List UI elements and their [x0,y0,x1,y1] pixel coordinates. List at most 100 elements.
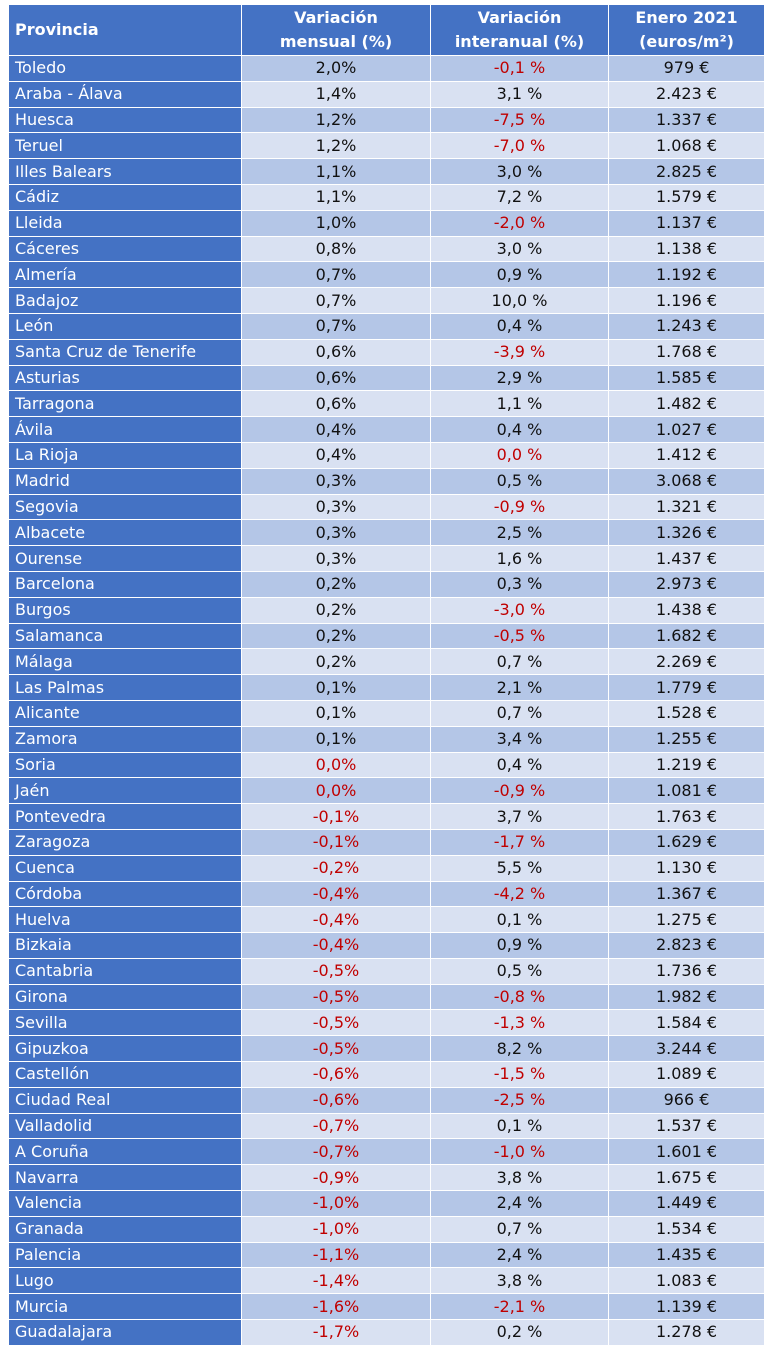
cell-precio: 1.068 € [608,132,765,160]
cell-precio: 1.139 € [608,1293,765,1321]
table-row: Valencia -1,0% 2,4 % 1.449 € [8,1190,765,1217]
cell-variacion-interanual: -0,8 % [430,983,609,1011]
cell-provincia: Segovia [8,493,242,521]
cell-provincia: Toledo [8,55,242,82]
cell-precio: 1.584 € [608,1009,765,1037]
cell-variacion-interanual: 1,1 % [430,390,609,418]
cell-precio: 1.081 € [608,777,765,805]
cell-variacion-interanual: -1,3 % [430,1009,609,1037]
cell-precio: 1.138 € [608,235,765,263]
cell-variacion-interanual: 0,9 % [430,932,609,959]
cell-variacion-mensual: 0,2% [241,622,431,650]
table-row: Badajoz 0,7% 10,0 % 1.196 € [8,287,765,314]
cell-variacion-interanual: 2,4 % [430,1190,609,1217]
cell-provincia: Valladolid [8,1112,242,1140]
cell-precio: 1.675 € [608,1164,765,1192]
table-row: Araba - Álava 1,4% 3,1 % 2.423 € [8,80,765,108]
cell-precio: 1.537 € [608,1112,765,1140]
table-row: Valladolid -0,7% 0,1 % 1.537 € [8,1112,765,1140]
table-row: Castellón -0,6% -1,5 % 1.089 € [8,1061,765,1088]
table-row: Lleida 1,0% -2,0 % 1.137 € [8,209,765,237]
table-row: Granada -1,0% 0,7 % 1.534 € [8,1215,765,1243]
cell-provincia: Zamora [8,725,242,753]
cell-variacion-interanual: -7,0 % [430,132,609,160]
cell-variacion-interanual: -0,1 % [430,55,609,82]
table-row: Zamora 0,1% 3,4 % 1.255 € [8,725,765,753]
cell-variacion-mensual: -1,4% [241,1267,431,1295]
table-row: Ávila 0,4% 0,4 % 1.027 € [8,416,765,443]
cell-provincia: Araba - Álava [8,80,242,108]
cell-variacion-mensual: -0,1% [241,803,431,830]
cell-variacion-interanual: 8,2 % [430,1035,609,1063]
cell-precio: 2.269 € [608,648,765,676]
cell-precio: 3.244 € [608,1035,765,1063]
table-row: Asturias 0,6% 2,9 % 1.585 € [8,364,765,392]
cell-precio: 1.243 € [608,312,765,340]
cell-provincia: A Coruña [8,1138,242,1166]
cell-provincia: Palencia [8,1241,242,1269]
header-provincia: Provincia [8,4,242,56]
cell-provincia: Madrid [8,467,242,495]
table-row: Murcia -1,6% -2,1 % 1.139 € [8,1293,765,1321]
table-row: Segovia 0,3% -0,9 % 1.321 € [8,493,765,521]
table-row: Madrid 0,3% 0,5 % 3.068 € [8,467,765,495]
cell-precio: 1.601 € [608,1138,765,1166]
cell-variacion-interanual: -2,1 % [430,1293,609,1321]
cell-provincia: Santa Cruz de Tenerife [8,338,242,366]
cell-precio: 1.768 € [608,338,765,366]
cell-variacion-mensual: 0,7% [241,287,431,314]
table-row: Lugo -1,4% 3,8 % 1.083 € [8,1267,765,1295]
cell-variacion-interanual: 2,1 % [430,674,609,701]
cell-provincia: Huesca [8,106,242,134]
cell-variacion-interanual: -1,7 % [430,828,609,856]
cell-variacion-interanual: 3,0 % [430,158,609,185]
table-row: León 0,7% 0,4 % 1.243 € [8,312,765,340]
header-interanual-line-1: Variación [477,8,562,27]
cell-variacion-interanual: -0,9 % [430,777,609,805]
cell-precio: 1.736 € [608,957,765,985]
cell-variacion-interanual: 0,1 % [430,1112,609,1140]
cell-provincia: Guadalajara [8,1319,242,1346]
cell-variacion-interanual: 3,7 % [430,803,609,830]
cell-variacion-interanual: 0,3 % [430,570,609,598]
cell-variacion-mensual: -0,9% [241,1164,431,1192]
cell-variacion-mensual: 0,1% [241,699,431,727]
cell-variacion-mensual: 0,8% [241,235,431,263]
cell-precio: 1.438 € [608,596,765,624]
table-row: Huesca 1,2% -7,5 % 1.337 € [8,106,765,134]
cell-variacion-interanual: -3,9 % [430,338,609,366]
header-mensual-line-1: Variación [294,8,378,27]
cell-provincia: Cádiz [8,183,242,211]
cell-variacion-mensual: 0,6% [241,390,431,418]
cell-provincia: Cáceres [8,235,242,263]
cell-variacion-mensual: 0,3% [241,519,431,547]
table-row: Salamanca 0,2% -0,5 % 1.682 € [8,622,765,650]
table-row: Málaga 0,2% 0,7 % 2.269 € [8,648,765,676]
cell-variacion-interanual: -7,5 % [430,106,609,134]
cell-precio: 1.435 € [608,1241,765,1269]
cell-variacion-mensual: -1,0% [241,1215,431,1243]
cell-variacion-mensual: 1,2% [241,106,431,134]
cell-provincia: Sevilla [8,1009,242,1037]
cell-variacion-mensual: -0,6% [241,1086,431,1114]
table-row: Jaén 0,0% -0,9 % 1.081 € [8,777,765,805]
cell-provincia: Córdoba [8,880,242,908]
cell-variacion-interanual: 5,5 % [430,854,609,882]
table-row: Santa Cruz de Tenerife 0,6% -3,9 % 1.768 € [8,338,765,366]
cell-provincia: Girona [8,983,242,1011]
table-row: Cádiz 1,1% 7,2 % 1.579 € [8,183,765,211]
cell-variacion-mensual: 0,0% [241,777,431,805]
cell-variacion-mensual: 0,7% [241,312,431,340]
cell-variacion-interanual: 0,4 % [430,416,609,443]
cell-precio: 2.825 € [608,158,765,185]
cell-variacion-interanual: 2,4 % [430,1241,609,1269]
cell-variacion-mensual: 1,1% [241,183,431,211]
cell-variacion-mensual: 0,2% [241,648,431,676]
cell-provincia: Tarragona [8,390,242,418]
table-row: Teruel 1,2% -7,0 % 1.068 € [8,132,765,160]
cell-variacion-mensual: -1,7% [241,1319,431,1346]
cell-variacion-interanual: 1,6 % [430,545,609,572]
cell-variacion-mensual: 0,2% [241,596,431,624]
cell-variacion-interanual: 3,1 % [430,80,609,108]
cell-variacion-interanual: -2,5 % [430,1086,609,1114]
